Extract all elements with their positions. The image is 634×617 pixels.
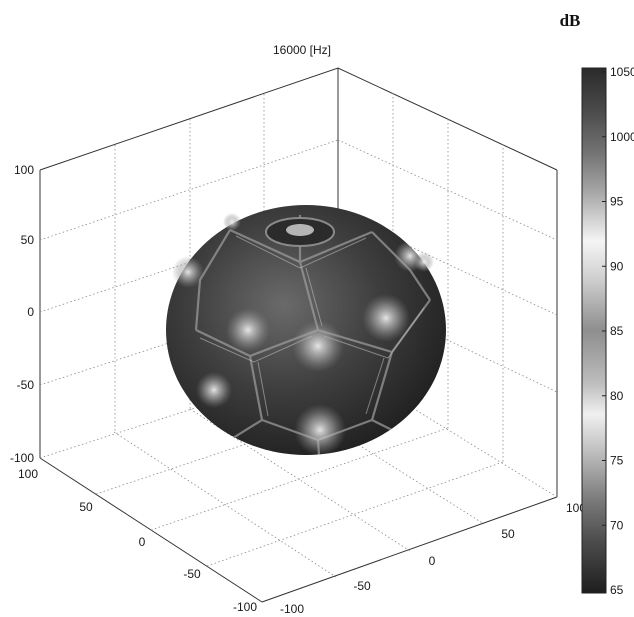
y-tick-label: 0 xyxy=(429,554,436,568)
z-tick-label: 100 xyxy=(14,163,34,177)
colorbar-tick-label: 75 xyxy=(610,454,624,468)
z-tick-label: -100 xyxy=(10,451,34,465)
x-tick-label: 0 xyxy=(139,535,146,549)
z-tick-labels: 100 50 0 -50 -100 xyxy=(10,163,34,465)
x-tick-label: 100 xyxy=(18,467,38,481)
colorbar-tick-label: 85 xyxy=(610,324,624,338)
x-tick-label: -50 xyxy=(183,567,201,581)
z-tick-label: 0 xyxy=(27,305,34,319)
z-tick-label: 50 xyxy=(21,233,35,247)
chart-title: 16000 [Hz] xyxy=(273,43,331,57)
colorbar-tick-label: 1050 xyxy=(610,65,634,79)
y-tick-label: 50 xyxy=(501,527,515,541)
colorbar: dB 1050 1000 95 90 85 80 75 70 65 xyxy=(560,11,634,597)
colorbar-tick-label: 1000 xyxy=(610,130,634,144)
colorbar-ticks: 1050 1000 95 90 85 80 75 70 65 xyxy=(602,65,634,597)
colorbar-tick-label: 95 xyxy=(610,195,624,209)
colorbar-tick-label: 80 xyxy=(610,389,624,403)
x-tick-label: -100 xyxy=(233,600,257,614)
y-tick-label: -50 xyxy=(353,579,371,593)
y-tick-label: -100 xyxy=(280,602,304,616)
z-tick-label: -50 xyxy=(17,378,35,392)
colorbar-tick-label: 90 xyxy=(610,259,624,273)
y-tick-label: 100 xyxy=(566,501,586,515)
sphere-surface xyxy=(166,205,446,455)
x-tick-labels: 100 50 0 -50 -100 xyxy=(18,467,257,614)
colorbar-unit-label: dB xyxy=(560,11,581,30)
colorbar-tick-label: 65 xyxy=(610,583,624,597)
y-tick-labels: -100 -50 0 50 100 xyxy=(280,501,586,616)
x-tick-label: 50 xyxy=(79,500,93,514)
colorbar-tick-label: 70 xyxy=(610,518,624,532)
